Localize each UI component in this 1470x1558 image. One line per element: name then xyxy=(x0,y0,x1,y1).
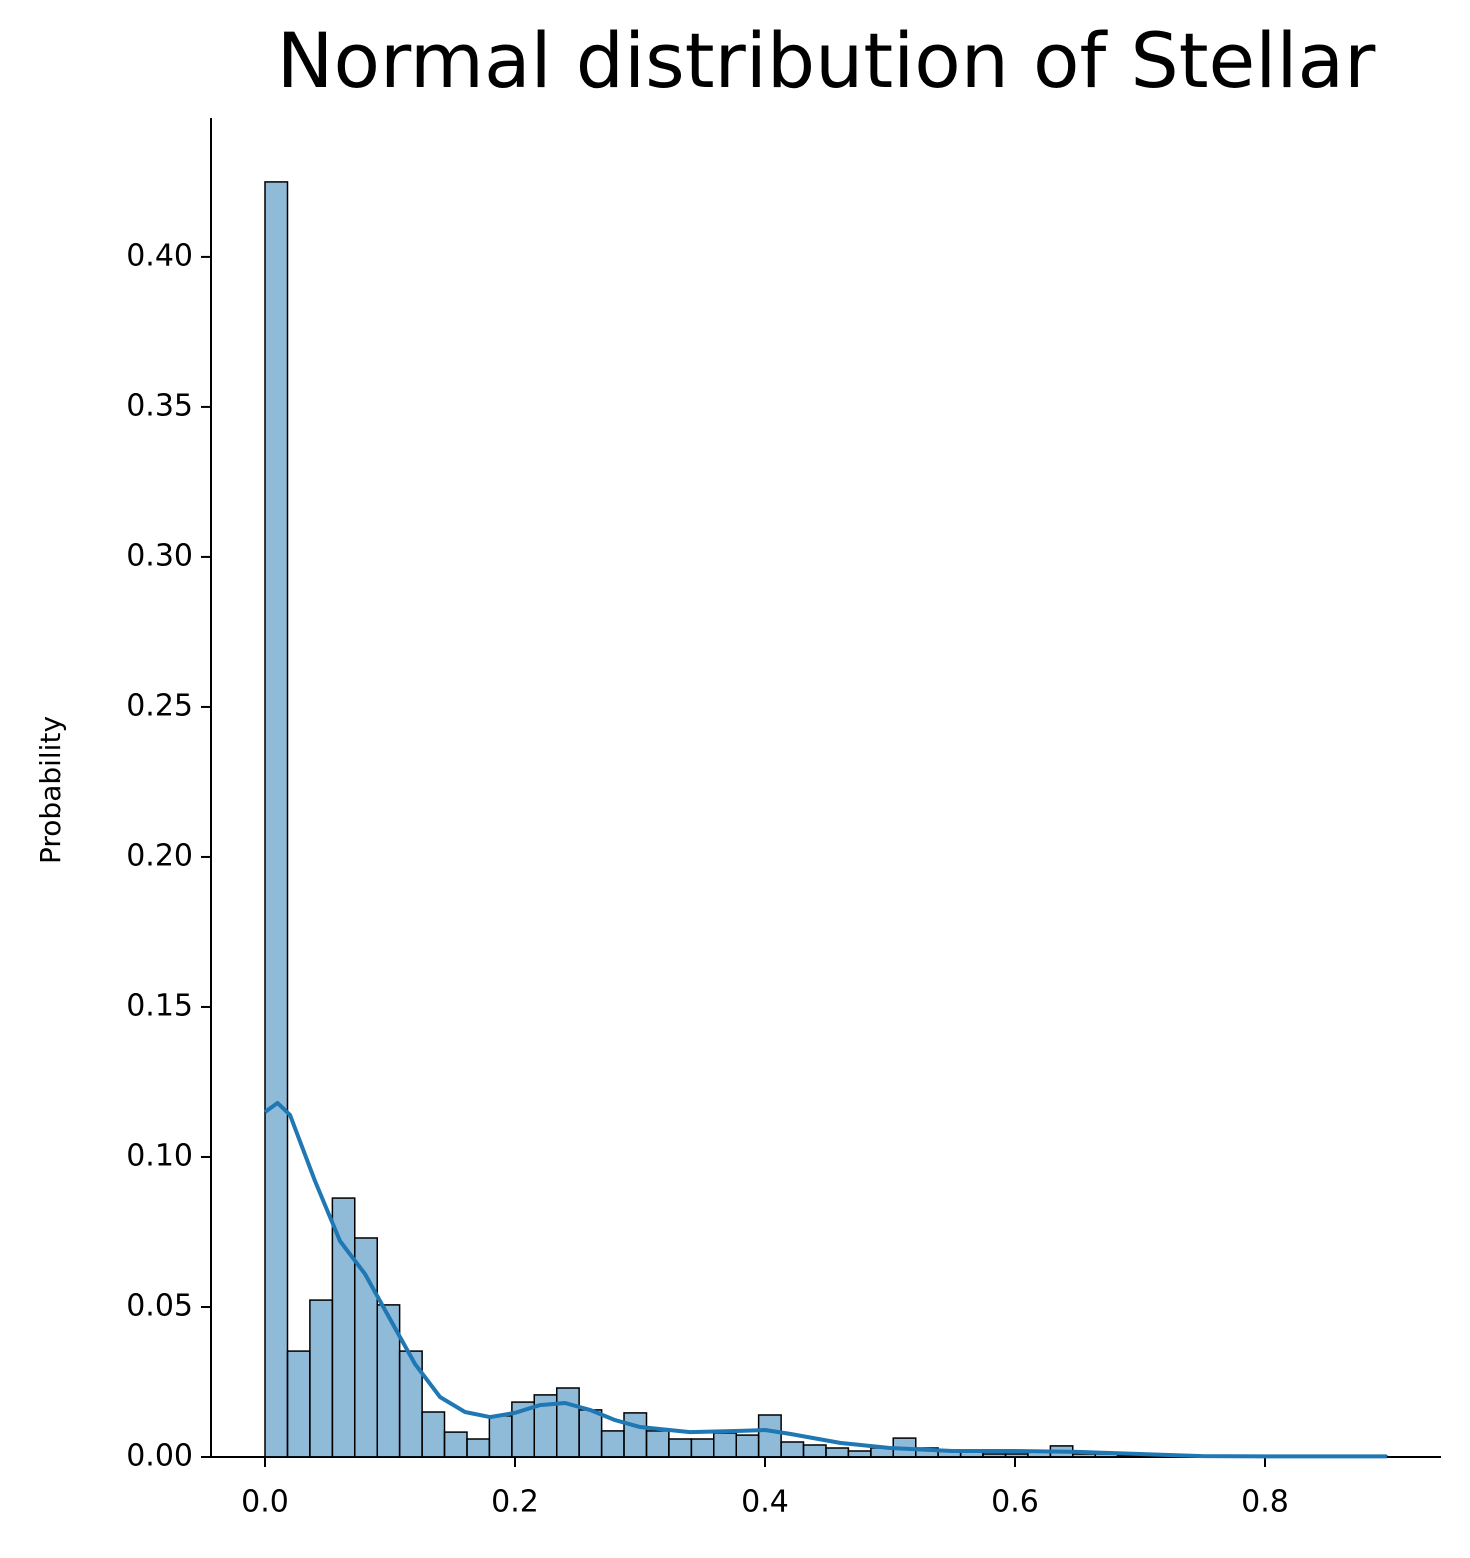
y-axis-label: Probability xyxy=(34,716,67,864)
x-tick-label: 0.6 xyxy=(991,1485,1039,1520)
bar xyxy=(802,1444,827,1458)
kde-line xyxy=(263,1100,1387,1459)
bar xyxy=(1004,1453,1029,1458)
bar xyxy=(556,1387,580,1458)
y-tick-label: 0.25 xyxy=(126,688,193,723)
bar xyxy=(713,1432,737,1458)
y-tick-label: 0.10 xyxy=(126,1138,193,1173)
bar xyxy=(735,1434,760,1458)
bar xyxy=(600,1430,625,1458)
bar xyxy=(331,1197,356,1458)
bar xyxy=(488,1415,513,1458)
y-tick-label: 0.05 xyxy=(126,1288,193,1323)
bar xyxy=(757,1414,782,1458)
bar xyxy=(847,1450,872,1458)
bar xyxy=(398,1350,423,1458)
bar xyxy=(780,1441,805,1458)
y-tick-label: 0.15 xyxy=(126,988,193,1023)
chart-title: Normal distribution of Stellar xyxy=(277,16,1376,105)
bar xyxy=(623,1412,648,1458)
y-tick-label: 0.35 xyxy=(126,388,193,423)
bar xyxy=(668,1438,693,1458)
x-tick-label: 0.4 xyxy=(741,1485,789,1520)
bar xyxy=(982,1453,1007,1458)
bar xyxy=(354,1237,378,1458)
bar xyxy=(286,1350,311,1458)
bar xyxy=(825,1447,850,1458)
bar xyxy=(578,1409,603,1458)
bar xyxy=(264,181,289,1458)
y-tick-label: 0.20 xyxy=(126,838,193,873)
bar xyxy=(1072,1453,1096,1458)
bar xyxy=(690,1438,715,1458)
y-tick-label: 0.30 xyxy=(126,538,193,573)
bar xyxy=(309,1299,334,1458)
bar xyxy=(443,1431,468,1458)
x-tick-label: 0.0 xyxy=(241,1485,289,1520)
x-tick-label: 0.8 xyxy=(1241,1485,1289,1520)
bar xyxy=(645,1430,670,1458)
bar xyxy=(466,1438,491,1458)
y-tick-label: 0.40 xyxy=(126,238,193,273)
bar xyxy=(421,1411,446,1458)
y-tick-label: 0.00 xyxy=(126,1439,193,1474)
x-tick-label: 0.2 xyxy=(491,1485,539,1520)
